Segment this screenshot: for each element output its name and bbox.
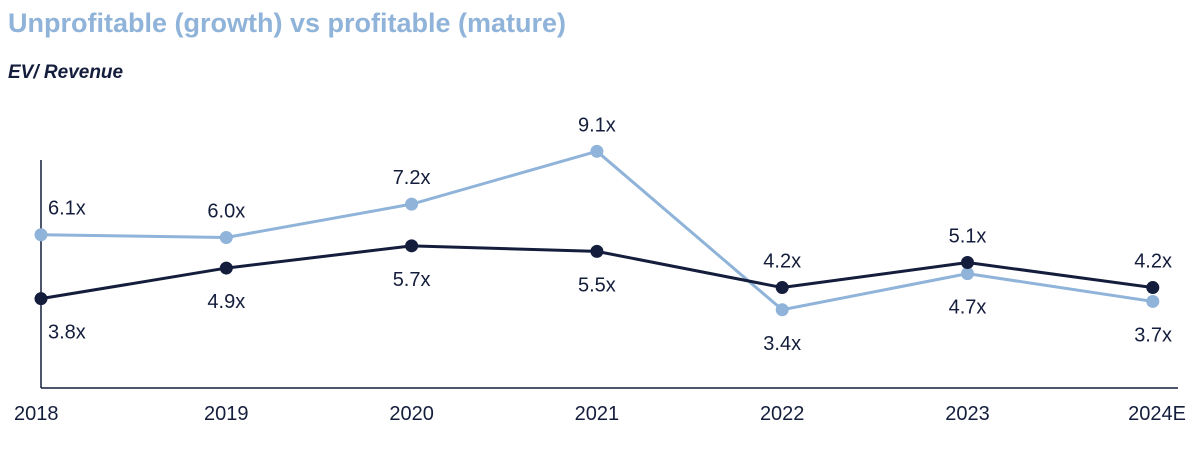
data-point [1146,294,1160,308]
data-point [34,292,48,306]
data-point [961,267,974,281]
data-label: 5.7x [393,269,431,291]
data-label: 5.5x [578,274,616,296]
data-label: 4.2x [763,251,801,273]
x-tick-label: 2020 [389,403,434,425]
data-point [775,303,789,317]
data-label: 6.1x [48,198,86,220]
data-point [34,228,48,242]
data-point [405,239,419,253]
chart-series [34,144,1160,317]
data-point [961,256,974,270]
x-tick-label: 2024E [1128,403,1186,425]
data-label: 4.7x [949,297,987,319]
data-point [219,231,233,244]
data-point [590,144,604,158]
data-point [775,281,789,295]
chart-axes [40,160,1178,389]
data-point [590,244,604,258]
data-label: 3.7x [1134,324,1172,346]
x-tick-label: 2022 [760,403,805,425]
x-tick-label: 2018 [14,403,59,425]
data-point [1146,281,1160,295]
data-label: 5.1x [949,226,987,248]
data-label: 3.8x [48,322,86,344]
data-label: 4.2x [1134,251,1172,273]
x-tick-label: 2019 [204,403,249,425]
data-point [219,261,233,275]
data-label: 4.9x [207,291,245,313]
data-label: 3.4x [763,333,801,355]
chart-labels: 2018 2019 2020 2021 2022 2023 2024E 6.1x 6.0x 7.2… [14,114,1186,425]
x-tick-label: 2021 [575,403,620,425]
data-label: 7.2x [393,167,431,189]
data-point [405,197,419,211]
x-tick-label: 2023 [945,403,990,425]
data-label: 6.0x [207,201,245,223]
data-label: 9.1x [578,114,616,136]
chart-subtitle: EV/ Revenue [8,62,124,83]
chart-title: Unprofitable (growth) vs profitable (mat… [8,8,567,38]
